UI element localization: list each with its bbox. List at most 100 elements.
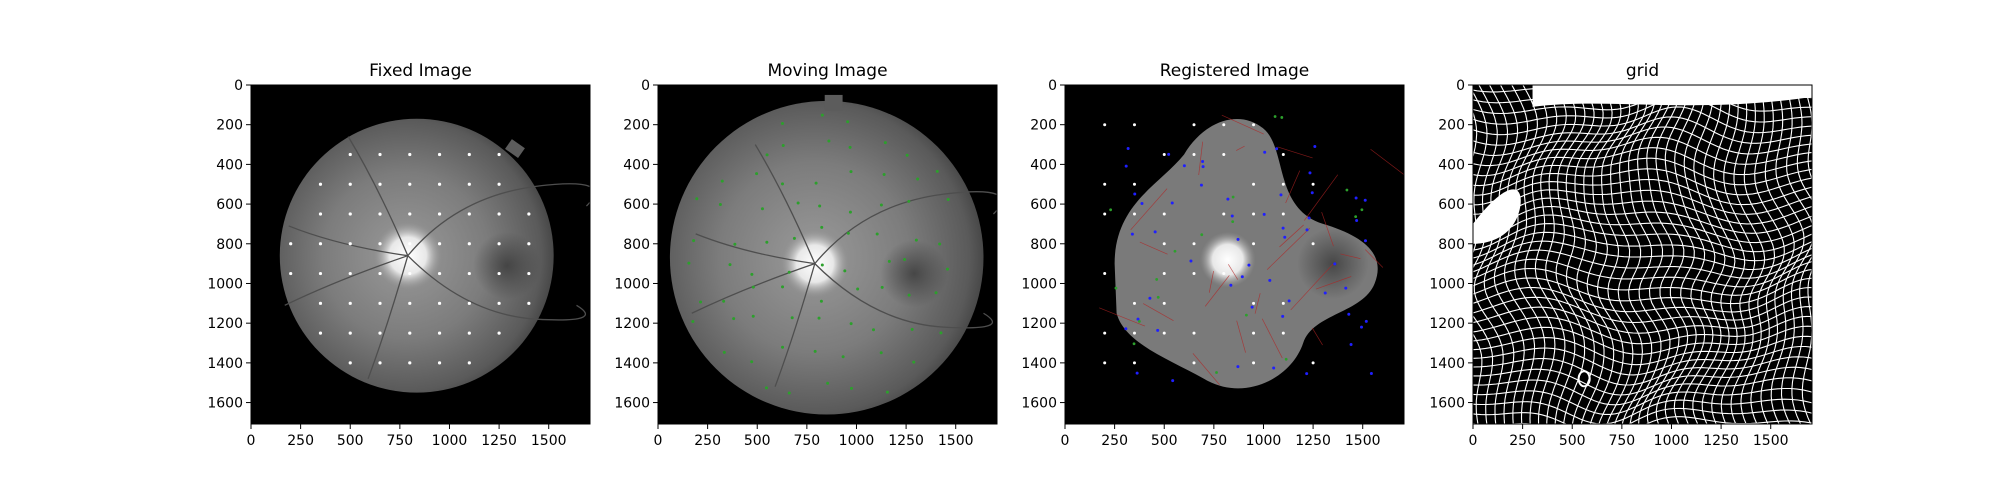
grid-line [1750, 85, 1785, 424]
grid-line [1473, 286, 1812, 313]
panel-1: Fixed Image 0 250 500 750 1000 1250 1500 0 200 400… [207, 61, 591, 449]
fixed-point [497, 212, 501, 216]
moving-point [1360, 208, 1364, 212]
moving-point [938, 242, 942, 246]
moving-point [699, 300, 703, 304]
moving-point [781, 285, 785, 289]
fixed-point [1132, 301, 1136, 305]
grid-line [1473, 398, 1812, 424]
y-tick-label: 600 [1030, 197, 1057, 213]
moving-point [1156, 295, 1160, 299]
registered-point [1333, 262, 1337, 266]
registered-point [1305, 228, 1309, 232]
fixed-point [527, 212, 531, 216]
moving-point [914, 238, 918, 242]
moving-point [764, 386, 768, 390]
panel-title: Fixed Image [369, 61, 472, 81]
registered-point [1360, 325, 1364, 329]
fixed-point [1132, 182, 1136, 186]
fold-region [1473, 189, 1521, 244]
grid-line [1473, 407, 1812, 424]
grid-line [1673, 85, 1706, 424]
grid-line [1473, 249, 1812, 279]
y-tick-label: 1400 [614, 356, 650, 372]
moving-point [1114, 286, 1118, 290]
y-tick-label: 800 [216, 237, 243, 253]
moving-point [790, 316, 794, 320]
registered-point [1201, 165, 1205, 169]
registered-point [1310, 191, 1314, 195]
vessels [284, 136, 590, 379]
grid-line [1780, 85, 1812, 424]
y-tick-label: 400 [1438, 157, 1465, 173]
moving-point [820, 263, 824, 267]
notch [824, 94, 843, 111]
fixed-point [318, 301, 323, 305]
x-tick-label: 0 [1061, 433, 1070, 449]
fixed-point [1103, 361, 1107, 365]
x-tick-label: 750 [386, 433, 413, 449]
registered-point [1363, 198, 1367, 202]
y-tick-label: 1400 [1021, 356, 1057, 372]
fixed-point [348, 331, 352, 335]
moving-point [787, 391, 791, 395]
vessel [284, 255, 409, 306]
moving-point [879, 351, 883, 355]
grid-line [1760, 85, 1795, 424]
grid-line [1473, 85, 1509, 424]
grid-line [1473, 231, 1812, 262]
moving-point [843, 269, 847, 273]
x-tick-label: 1000 [1246, 433, 1282, 449]
y-tick-label: 200 [216, 118, 243, 134]
registered-point [1167, 152, 1171, 156]
y-tick-label: 1200 [1021, 316, 1057, 332]
x-tick-label: 500 [1559, 433, 1586, 449]
y-tick-label: 0 [234, 78, 243, 94]
fixed-point [1252, 331, 1256, 335]
registered-point [1305, 372, 1309, 376]
registered-point [1355, 219, 1359, 223]
registered-point [1354, 196, 1358, 200]
registered-point [1250, 305, 1254, 309]
moving-point [849, 322, 853, 326]
axes-frame [1472, 84, 1813, 425]
y-tick-label: 200 [1438, 118, 1465, 134]
moving-point [751, 285, 755, 289]
match-line [1261, 318, 1283, 359]
fixed-point [497, 182, 501, 186]
moving-point [1231, 220, 1235, 224]
grid-line [1473, 168, 1812, 196]
panel-title: Registered Image [1160, 61, 1310, 81]
grid-line [1473, 335, 1812, 366]
vessel [367, 255, 409, 379]
match-line [1143, 303, 1174, 321]
moving-point [846, 120, 850, 124]
fixed-point [497, 152, 501, 157]
x-tick-label: 0 [247, 433, 256, 449]
moving-point [1284, 357, 1288, 361]
fixed-point [1311, 361, 1315, 365]
panel-2: Moving Image 0 250 500 750 1000 1250 1500 0 200 40… [614, 61, 998, 449]
match-line [1290, 263, 1334, 311]
moving-point [934, 291, 938, 295]
moving-point [1109, 208, 1113, 212]
x-tick-label: 1500 [1753, 433, 1789, 449]
match-line [1279, 224, 1304, 248]
match-line [1236, 320, 1246, 353]
vessel [754, 144, 816, 264]
x-tick-label: 500 [744, 433, 771, 449]
panel-title: Moving Image [767, 61, 887, 81]
match-line [1277, 146, 1313, 159]
y-tick-label: 1000 [1021, 276, 1057, 292]
fixed-point [408, 242, 412, 246]
fixed-point [408, 152, 412, 157]
grid-line [1701, 85, 1736, 424]
y-tick-label: 1600 [207, 396, 243, 412]
panel-4: grid 0 250 500 750 1000 1250 1500 0 200 400 600 800 1… [1429, 61, 1813, 449]
fixed-point [348, 361, 352, 365]
fixed-point [1192, 272, 1196, 276]
fixed-point [1252, 301, 1256, 305]
grid-line [1473, 85, 1498, 424]
fixed-point [467, 182, 471, 186]
moving-point [750, 360, 754, 364]
